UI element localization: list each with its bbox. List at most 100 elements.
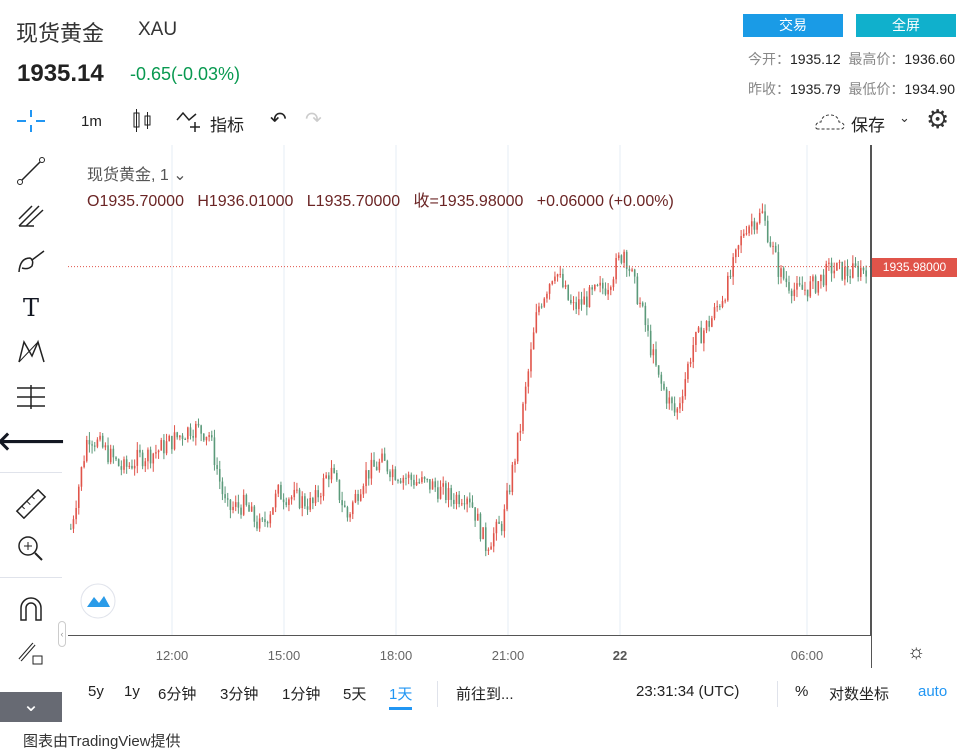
candle-body (290, 497, 293, 500)
settings-gear-icon[interactable]: ⚙ (926, 104, 950, 134)
fullscreen-button[interactable]: 全屏 (856, 14, 956, 37)
candle-body (306, 506, 309, 510)
zoom-in-icon[interactable] (14, 533, 48, 563)
price-chart[interactable] (68, 145, 871, 635)
candle-body (141, 452, 144, 467)
candle-body (676, 408, 679, 413)
candle-body (668, 397, 671, 404)
candle-body (790, 290, 793, 297)
candle-body (320, 496, 322, 498)
candle-body (402, 477, 405, 483)
range-1y[interactable]: 1y (124, 683, 140, 700)
candle-body (301, 496, 304, 509)
candle-body (104, 445, 107, 448)
candle-style-icon[interactable] (131, 108, 153, 134)
axis-settings-icon[interactable]: ☼ (907, 641, 926, 663)
auto-scale-toggle[interactable]: auto (918, 683, 948, 700)
range-5y[interactable]: 5y (88, 683, 104, 700)
lock-drawings-icon[interactable] (14, 638, 48, 668)
candle-body (838, 261, 841, 263)
candle-body (336, 472, 338, 480)
candle-body (806, 289, 809, 297)
candle-body (269, 514, 272, 524)
ruler-icon[interactable] (14, 489, 48, 519)
collapse-toolbar-handle[interactable]: ‹ (58, 621, 66, 647)
candle-body (309, 497, 311, 510)
undo-icon[interactable]: ↶ (270, 109, 287, 131)
candle-body (644, 305, 647, 326)
range-5d[interactable]: 5天 (343, 686, 367, 703)
candle-body (705, 320, 708, 331)
candle-body (91, 444, 93, 446)
back-arrow-icon[interactable]: 🡐 (0, 425, 66, 456)
text-tool-icon[interactable]: T (22, 294, 39, 322)
candle-body (708, 320, 710, 327)
candle-body (564, 284, 567, 288)
candle-body (333, 467, 335, 473)
candle-body (649, 330, 652, 356)
candle-body (766, 220, 769, 243)
candle-body (825, 263, 828, 286)
candle-body (83, 461, 85, 468)
candle-body (112, 448, 115, 458)
utc-clock[interactable]: 23:31:34 (UTC) (636, 683, 740, 700)
candle-body (187, 427, 189, 440)
divider (777, 681, 778, 707)
candle-body (482, 527, 484, 540)
indicators-button[interactable]: 指标 (210, 116, 244, 135)
trend-line-icon[interactable] (14, 156, 48, 186)
legend-title[interactable]: 现货黄金, 1 ⌄ (87, 161, 187, 185)
save-button[interactable]: 保存 (851, 116, 885, 135)
candle-body (580, 299, 583, 305)
magnet-icon[interactable] (14, 594, 48, 624)
save-menu-chevron-icon[interactable]: ⌄ (899, 110, 910, 125)
candle-body (750, 221, 753, 227)
candle-body (216, 465, 218, 470)
candle-body (591, 287, 593, 290)
log-scale-toggle[interactable]: 对数坐标 (829, 686, 890, 703)
candle-body (445, 483, 447, 500)
candle-body (397, 480, 399, 482)
candle-body (503, 509, 506, 532)
candle-body (487, 549, 490, 551)
redo-icon[interactable]: ↷ (305, 109, 322, 131)
indicators-icon[interactable] (176, 110, 204, 134)
legend-open: O1935.70000 (87, 193, 184, 210)
instrument-title: 现货黄金 (16, 21, 105, 46)
goto-date-button[interactable]: 前往到... (456, 686, 514, 703)
candle-body (498, 521, 500, 524)
tradingview-logo-button[interactable] (80, 583, 116, 619)
measure-prediction-icon[interactable] (14, 382, 48, 412)
range-1min[interactable]: 1分钟 (282, 686, 321, 703)
range-1d[interactable]: 1天 (389, 683, 413, 710)
legend-chevron-icon[interactable]: ⌄ (173, 167, 187, 184)
range-3min[interactable]: 3分钟 (220, 686, 259, 703)
range-6min[interactable]: 6分钟 (158, 686, 197, 703)
candle-body (179, 435, 181, 438)
brush-icon[interactable] (14, 246, 48, 276)
hide-drawings-toggle-icon[interactable]: ⌄ (0, 692, 62, 722)
candle-body (466, 498, 468, 505)
crosshair-icon[interactable] (14, 106, 48, 136)
legend-high: H1936.01000 (197, 193, 294, 210)
candle-body (777, 252, 780, 277)
candle-body (282, 499, 285, 503)
x-tick: 21:00 (491, 648, 525, 663)
interval-button[interactable]: 1m (81, 113, 102, 130)
candle-body (572, 302, 575, 304)
candle-body (479, 513, 482, 540)
candle-body (391, 469, 394, 478)
pitchfork-icon[interactable] (14, 201, 48, 231)
candle-body (93, 445, 96, 447)
ohlc-legend: O1935.70000 H1936.01000 L1935.70000 收=19… (87, 187, 674, 211)
candle-body (349, 514, 351, 518)
candle-body (88, 439, 91, 445)
percent-toggle[interactable]: % (795, 683, 809, 700)
candle-body (625, 251, 628, 269)
cloud-save-icon[interactable] (814, 112, 846, 132)
candle-body (288, 499, 290, 505)
candle-body (296, 489, 298, 491)
candle-body (136, 449, 139, 466)
pattern-icon[interactable] (14, 336, 48, 366)
trade-button[interactable]: 交易 (743, 14, 843, 37)
